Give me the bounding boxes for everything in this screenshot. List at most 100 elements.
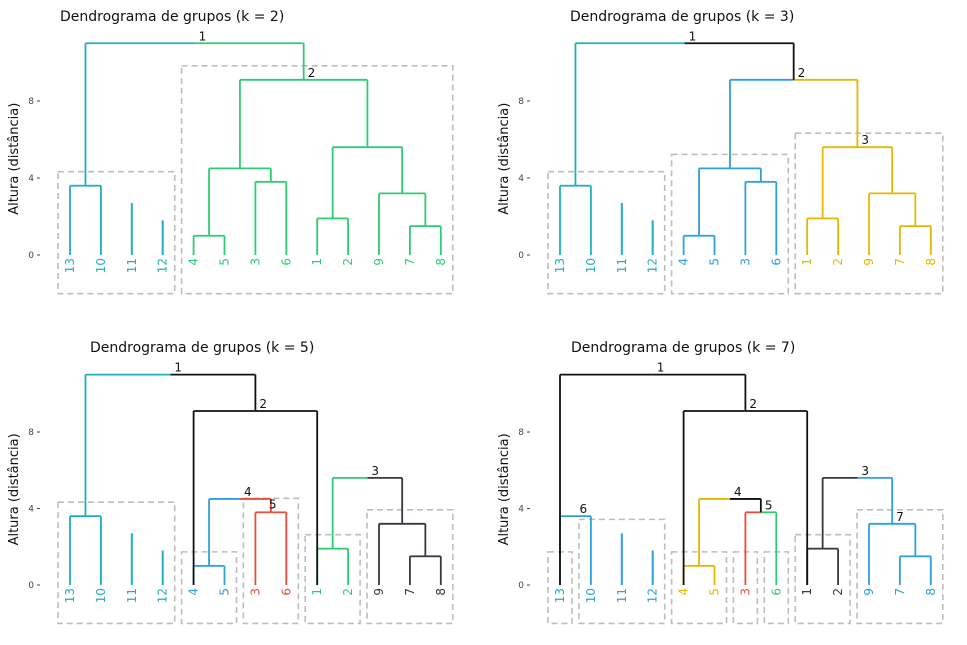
leaf-label: 4 [187,588,201,596]
node-label: 1 [657,361,665,375]
cluster-box [304,533,361,625]
y-axis-title: Altura (distância) [7,103,22,215]
leaf-label: 1 [800,258,814,266]
cluster-box [57,170,176,295]
leaf-label: 10 [584,258,598,273]
node-label: 1 [174,361,182,375]
cluster-box [57,501,176,625]
node-label: 2 [259,397,267,411]
y-tick-label: 4 [518,505,524,515]
leaf-label: 13 [63,588,77,603]
y-tick-label: 4 [518,174,524,184]
leaf-label: 7 [893,588,907,596]
leaf-label: 2 [341,588,355,596]
leaf-label: 5 [708,588,722,596]
leaf-label: 9 [372,588,386,596]
leaf-label: 7 [893,258,907,266]
cluster-box [180,65,454,295]
y-tick-label: 0 [28,251,34,261]
cluster-box [180,551,238,625]
leaf-label: 11 [125,588,139,603]
cluster-box [670,551,728,625]
leaf-label: 10 [94,588,108,603]
node-label: 6 [579,502,587,516]
cluster-box [547,170,666,295]
y-tick-label: 0 [28,581,34,591]
cluster-box [794,132,944,295]
leaf-label: 4 [187,258,201,266]
leaf-label: 9 [862,258,876,266]
dendrogram-panel-2: Dendrograma de grupos (k = 3) Altura (dis… [497,9,944,295]
y-tick-label: 4 [28,505,34,515]
leaf-label: 12 [156,258,170,273]
y-tick-label: 4 [28,174,34,184]
leaf-label: 6 [769,258,783,266]
node-label: 3 [371,464,379,478]
leaf-label: 11 [615,588,629,603]
node-label: 2 [749,397,757,411]
node-label: 4 [244,485,252,499]
cluster-box [242,497,300,625]
chart-title: Dendrograma de grupos (k = 3) [570,9,794,25]
leaf-label: 1 [310,588,324,596]
y-axis-title: Altura (distância) [7,433,22,545]
leaf-label: 6 [279,588,293,596]
leaf-label: 8 [924,588,938,596]
leaf-label: 4 [677,588,691,596]
leaf-label: 5 [218,258,232,266]
leaf-label: 7 [403,258,417,266]
leaf-label: 13 [63,258,77,273]
leaf-label: 2 [831,588,845,596]
leaf-label: 3 [738,588,752,596]
leaf-label: 13 [553,258,567,273]
leaf-label: 9 [372,258,386,266]
y-tick-label: 0 [518,251,524,261]
chart-title: Dendrograma de grupos (k = 5) [90,340,314,356]
dendrogram-panel-4: Dendrograma de grupos (k = 7) Altura (dis… [497,340,944,625]
node-label: 3 [861,133,869,147]
leaf-label: 8 [924,258,938,266]
y-tick-label: 8 [28,428,34,438]
node-label: 1 [689,29,697,43]
dendrogram-panel-3: Dendrograma de grupos (k = 5) Altura (dis… [7,340,454,625]
node-label: 2 [308,66,316,80]
cluster-box [856,508,944,625]
y-tick-label: 8 [28,97,34,107]
chart-title: Dendrograma de grupos (k = 7) [571,340,795,356]
cluster-box [794,533,851,625]
leaf-label: 12 [646,258,660,273]
y-axis-title: Altura (distância) [497,433,512,545]
leaf-label: 1 [310,258,324,266]
leaf-label: 13 [553,588,567,603]
y-tick-label: 0 [518,581,524,591]
chart-title: Dendrograma de grupos (k = 2) [60,9,284,25]
node-label: 1 [199,29,207,43]
leaf-label: 2 [341,258,355,266]
leaf-label: 11 [615,258,629,273]
y-tick-label: 8 [518,97,524,107]
leaf-label: 12 [646,588,660,603]
leaf-label: 2 [831,258,845,266]
leaf-label: 10 [584,588,598,603]
leaf-label: 4 [677,258,691,266]
dendrogram-panel-1: Dendrograma de grupos (k = 2) Altura (dis… [7,9,454,295]
y-tick-label: 8 [518,428,524,438]
cluster-box [366,508,454,625]
cluster-box [578,518,666,625]
node-label: 5 [765,498,773,512]
leaf-label: 5 [218,588,232,596]
leaf-label: 8 [434,588,448,596]
leaf-label: 3 [738,258,752,266]
leaf-label: 12 [156,588,170,603]
leaf-label: 6 [769,588,783,596]
leaf-label: 7 [403,588,417,596]
leaf-label: 3 [248,258,262,266]
leaf-label: 10 [94,258,108,273]
leaf-label: 11 [125,258,139,273]
cluster-box [670,153,790,295]
leaf-label: 3 [248,588,262,596]
leaf-label: 8 [434,258,448,266]
node-label: 7 [896,510,904,524]
leaf-label: 9 [862,588,876,596]
